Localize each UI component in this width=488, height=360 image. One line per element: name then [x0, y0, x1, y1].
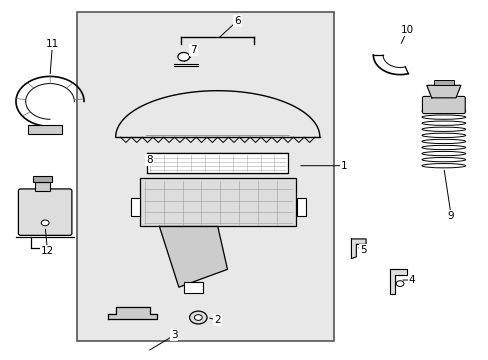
Bar	[140, 178, 295, 226]
Bar	[77, 12, 334, 341]
Text: 10: 10	[400, 25, 413, 35]
Polygon shape	[159, 226, 227, 287]
Bar	[183, 282, 203, 293]
Circle shape	[189, 311, 206, 324]
Text: 1: 1	[340, 161, 347, 171]
Polygon shape	[426, 85, 460, 98]
Bar	[433, 80, 453, 85]
Text: 3: 3	[170, 330, 177, 341]
Polygon shape	[108, 307, 157, 319]
Polygon shape	[351, 239, 366, 258]
Circle shape	[395, 281, 403, 287]
Polygon shape	[389, 269, 407, 294]
Circle shape	[194, 315, 202, 320]
Bar	[33, 176, 52, 182]
Bar	[28, 125, 62, 134]
Bar	[35, 182, 50, 191]
Text: 2: 2	[214, 315, 221, 325]
Bar	[131, 198, 140, 216]
Text: 11: 11	[46, 39, 59, 49]
FancyBboxPatch shape	[19, 189, 72, 235]
Circle shape	[178, 53, 189, 61]
Circle shape	[41, 220, 49, 226]
Text: 9: 9	[447, 211, 453, 221]
Text: 8: 8	[146, 156, 153, 165]
Bar	[147, 153, 287, 173]
Bar	[296, 198, 305, 216]
Text: 7: 7	[190, 45, 196, 55]
Text: 5: 5	[360, 245, 366, 255]
Text: 12: 12	[41, 247, 54, 256]
FancyBboxPatch shape	[422, 96, 464, 113]
Text: 6: 6	[233, 16, 240, 26]
Text: 4: 4	[408, 275, 415, 285]
